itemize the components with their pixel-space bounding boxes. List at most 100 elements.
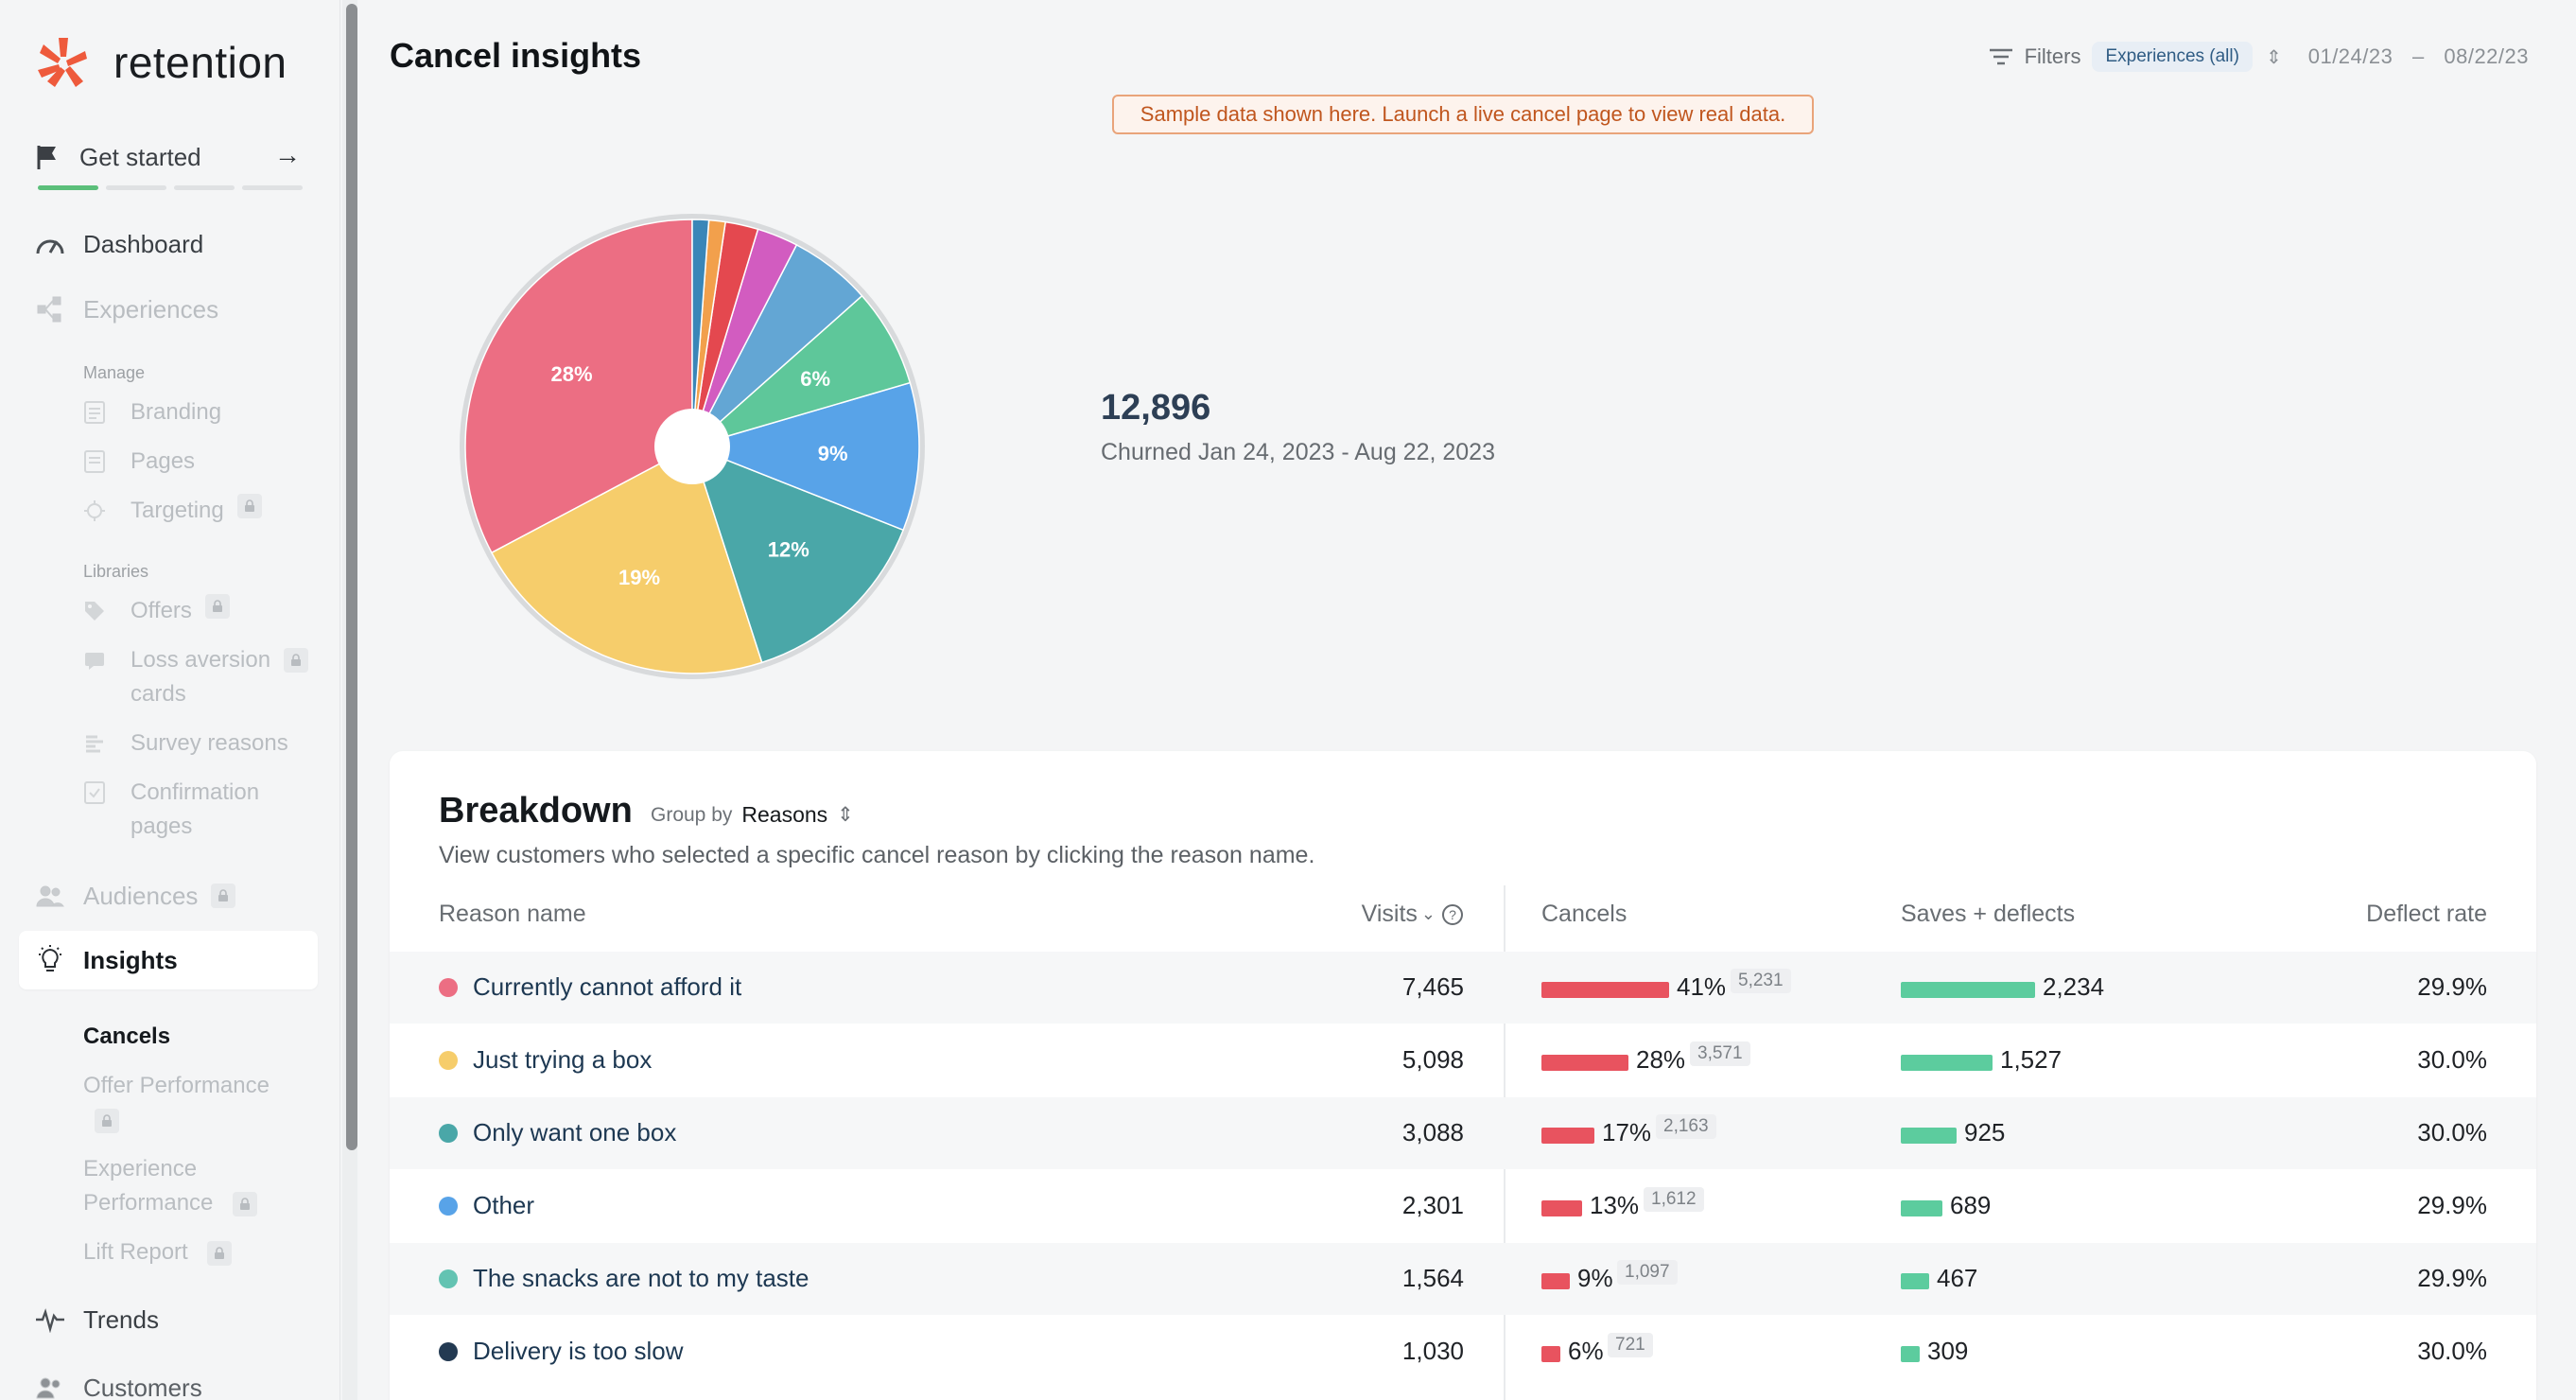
group-by-selector[interactable]: Group by Reasons ⇕ (651, 802, 854, 828)
sidebar-item-label: Offers (131, 598, 192, 623)
sidebar-item-loss-aversion-cards[interactable]: Loss aversion cards (83, 643, 309, 711)
reason-name-link[interactable]: The snacks are not to my taste (473, 1264, 809, 1292)
sidebar-item-dashboard[interactable]: Dashboard (34, 228, 203, 260)
sidebar-item-label: Audiences (83, 881, 199, 910)
sample-data-notice: Sample data shown here. Launch a live ca… (1112, 95, 1814, 134)
sidebar-item-lift-report[interactable]: Lift Report (83, 1235, 233, 1269)
sidebar-item-cancels[interactable]: Cancels (83, 1024, 171, 1049)
cancels-bar (1541, 1128, 1594, 1144)
filters-bar[interactable]: Filters Experiences (all) ⇕ 01/24/23 – 0… (1989, 42, 2529, 72)
column-header-reason[interactable]: Reason name (439, 901, 586, 927)
reason-color-dot (439, 1051, 458, 1070)
pie-slice[interactable] (490, 445, 763, 674)
sidebar-item-branding[interactable]: Branding (83, 395, 221, 429)
get-started-link[interactable]: Get started → (36, 138, 301, 176)
reason-name-link[interactable]: Only want one box (473, 1118, 677, 1146)
cancels-bar (1541, 1346, 1560, 1362)
visits-value: 3,088 (1401, 1118, 1464, 1146)
table-row[interactable]: Just trying a box 5,098 28% 3,571 1,527 30.0% (390, 1024, 2536, 1096)
sidebar-item-label: Branding (131, 399, 222, 425)
svg-text:?: ? (1449, 907, 1456, 922)
gauge-icon (34, 228, 66, 260)
deflect-rate-value: 29.9% (2417, 1191, 2487, 1219)
pie-slice[interactable] (689, 381, 920, 532)
sidebar-item-experience-performance[interactable]: Experience Performance (83, 1152, 258, 1220)
saves-value: 2,234 (2043, 972, 2105, 1001)
label-line: Experience (83, 1156, 198, 1181)
brand[interactable]: retention (34, 34, 287, 91)
deflect-rate-value: 29.9% (2417, 1264, 2487, 1292)
cancels-percent: 17% (1602, 1118, 1652, 1146)
list-icon (83, 726, 108, 761)
date-separator: – (2411, 44, 2425, 68)
sidebar-item-label: Offer Performance (83, 1073, 270, 1098)
reason-name-link[interactable]: Other (473, 1191, 535, 1219)
pie-slice-label: 12% (768, 538, 809, 562)
saves-bar (1901, 1273, 1929, 1289)
column-header-visits[interactable]: Visits ⌄ ? (1362, 901, 1464, 928)
sidebar-item-customers[interactable]: Customers (34, 1372, 202, 1400)
visits-value: 1,030 (1401, 1337, 1464, 1365)
document-icon (83, 445, 108, 479)
sidebar-item-pages[interactable]: Pages (83, 445, 195, 479)
saves-value: 689 (1950, 1191, 1992, 1219)
date-range[interactable]: 01/24/23 – 08/22/23 (2308, 44, 2529, 69)
sidebar-item-label: Customers (83, 1373, 202, 1400)
get-started-label: Get started (79, 142, 201, 171)
sidebar-scrollbar-thumb[interactable] (346, 4, 357, 1150)
pie-slice[interactable] (691, 294, 912, 447)
retention-logo-icon (38, 38, 87, 87)
sidebar-item-label: Insights (83, 945, 178, 974)
reason-name-link[interactable]: Delivery is too slow (473, 1337, 684, 1365)
chevron-updown-icon[interactable]: ⇕ (2265, 46, 2282, 68)
sidebar-item-label: Confirmation pages (131, 776, 259, 844)
column-header-deflect-rate[interactable]: Deflect rate (2366, 901, 2487, 927)
table-row[interactable]: Delivery is too slow 1,030 6% 721 309 30.0% (390, 1316, 2536, 1388)
column-header-cancels[interactable]: Cancels (1541, 901, 1627, 927)
cancels-count-badge: 1,612 (1644, 1187, 1704, 1212)
label-line: pages (131, 814, 193, 839)
visits-value: 7,465 (1401, 972, 1464, 1001)
sidebar-item-offer-performance[interactable]: Offer Performance (83, 1069, 270, 1137)
churned-label: Churned Jan 24, 2023 - Aug 22, 2023 (1101, 439, 1495, 465)
reason-name-link[interactable]: Currently cannot afford it (473, 972, 742, 1001)
column-header-saves[interactable]: Saves + deflects (1901, 901, 2076, 927)
table-row[interactable]: Other 2,301 13% 1,612 689 29.9% (390, 1170, 2536, 1242)
sidebar-item-targeting[interactable]: Targeting (83, 494, 262, 528)
deflect-rate-value: 30.0% (2417, 1118, 2487, 1146)
sidebar-item-experiences[interactable]: Experiences (34, 293, 218, 325)
lock-icon (233, 1191, 258, 1216)
progress-segment (38, 185, 98, 190)
saves-bar (1901, 982, 2035, 998)
table-row[interactable]: Only want one box 3,088 17% 2,163 925 30.0% (390, 1097, 2536, 1169)
saves-bar (1901, 1346, 1920, 1362)
sidebar-item-insights[interactable]: Insights (34, 944, 178, 976)
progress-segment (242, 185, 303, 190)
sidebar-item-audiences[interactable]: Audiences (34, 880, 236, 912)
label-line: Performance (83, 1190, 214, 1216)
cancels-count-badge: 721 (1608, 1333, 1653, 1357)
sidebar-item-offers[interactable]: Offers (83, 594, 230, 628)
sidebar-item-trends[interactable]: Trends (34, 1304, 159, 1336)
label-line: cards (131, 681, 186, 707)
sidebar: retention Get started → Dashboard Experi… (0, 0, 340, 1400)
deflect-rate-value: 29.9% (2417, 972, 2487, 1001)
experiences-filter-pill[interactable]: Experiences (all) (2092, 42, 2253, 72)
pie-slice[interactable] (691, 219, 710, 447)
sidebar-item-label: Trends (83, 1304, 159, 1334)
sidebar-item-survey-reasons[interactable]: Survey reasons (83, 726, 288, 761)
pie-slice[interactable] (690, 445, 905, 664)
pie-slice[interactable] (464, 219, 693, 554)
saves-value: 467 (1937, 1264, 1978, 1292)
table-row[interactable]: The snacks are not to my taste 1,564 9% 1,0… (390, 1243, 2536, 1315)
table-row[interactable]: Currently cannot afford it 7,465 41% 5,231 2… (390, 952, 2536, 1024)
saves-value: 925 (1964, 1118, 2006, 1146)
sidebar-item-confirmation-pages[interactable]: Confirmation pages (83, 776, 259, 844)
visits-value: 2,301 (1401, 1191, 1464, 1219)
section-label-libraries: Libraries (83, 562, 149, 581)
help-icon[interactable]: ? (1441, 903, 1464, 926)
pie-center-hole (654, 409, 730, 484)
label-line: Loss aversion (131, 647, 271, 673)
saves-bar (1901, 1200, 1942, 1216)
reason-name-link[interactable]: Just trying a box (473, 1045, 653, 1074)
